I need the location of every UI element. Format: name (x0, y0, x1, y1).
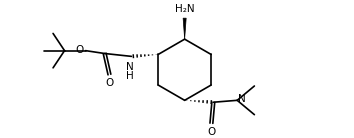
Text: O: O (207, 127, 216, 137)
Text: H₂N: H₂N (175, 4, 194, 14)
Text: N
H: N H (126, 62, 133, 81)
Polygon shape (183, 18, 186, 39)
Text: O: O (105, 78, 114, 88)
Text: N: N (238, 94, 246, 104)
Text: O: O (75, 45, 83, 55)
